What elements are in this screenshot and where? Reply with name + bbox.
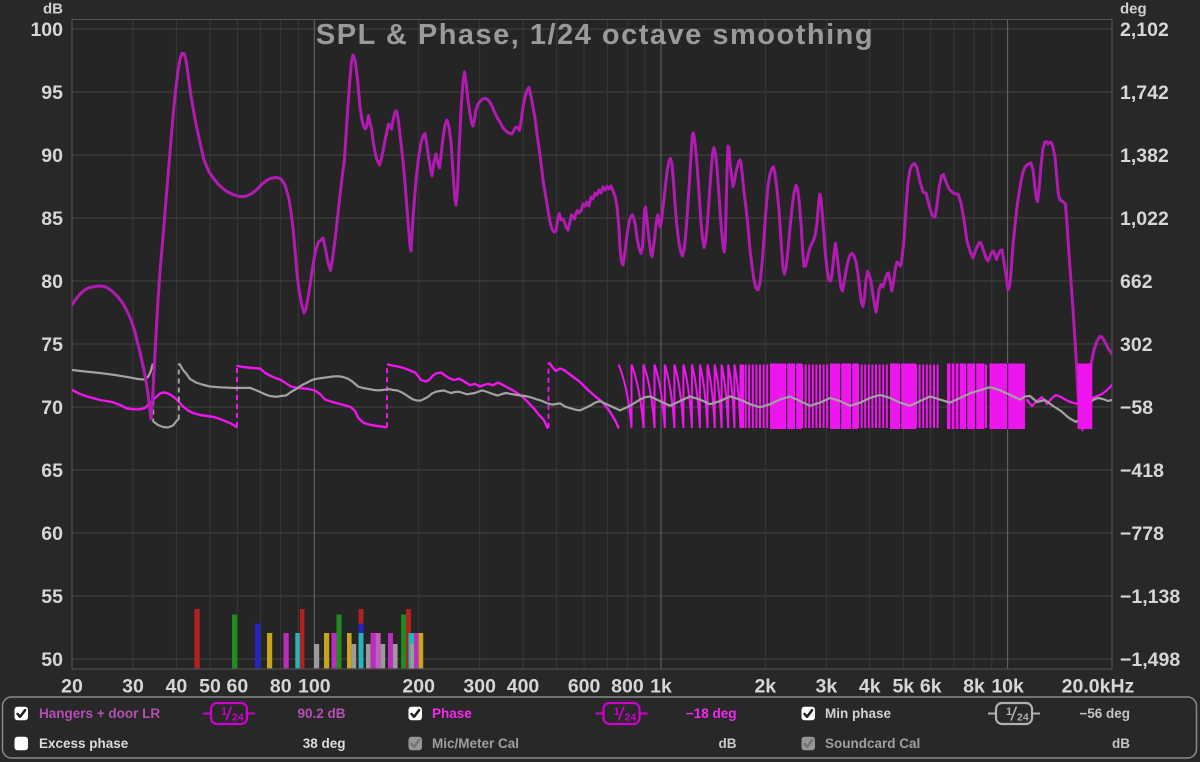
svg-text:302: 302 xyxy=(1120,334,1153,356)
svg-text:10k: 10k xyxy=(991,676,1024,698)
svg-text:Excess phase: Excess phase xyxy=(39,736,129,751)
svg-text:38 deg: 38 deg xyxy=(303,736,346,751)
svg-text:1: 1 xyxy=(1006,706,1012,718)
svg-text:20: 20 xyxy=(61,676,83,698)
svg-text:85: 85 xyxy=(41,208,63,230)
svg-text:200: 200 xyxy=(402,676,435,698)
svg-text:60: 60 xyxy=(227,676,249,698)
svg-text:dB: dB xyxy=(1112,736,1130,751)
svg-text:662: 662 xyxy=(1120,271,1153,293)
svg-text:1,382: 1,382 xyxy=(1120,145,1169,167)
svg-text:1,022: 1,022 xyxy=(1120,208,1169,230)
svg-text:20.0kHz: 20.0kHz xyxy=(1062,676,1135,698)
svg-text:24: 24 xyxy=(1017,712,1029,724)
svg-text:50: 50 xyxy=(41,649,63,671)
svg-text:−58: −58 xyxy=(1120,397,1153,419)
svg-text:95: 95 xyxy=(41,82,63,104)
svg-text:4k: 4k xyxy=(859,676,881,698)
svg-text:65: 65 xyxy=(41,460,63,482)
svg-text:400: 400 xyxy=(507,676,540,698)
svg-text:Soundcard Cal: Soundcard Cal xyxy=(825,736,920,751)
svg-text:2k: 2k xyxy=(754,676,776,698)
svg-text:−778: −778 xyxy=(1120,523,1164,545)
svg-text:600: 600 xyxy=(568,676,601,698)
svg-text:−56 deg: −56 deg xyxy=(1079,706,1130,721)
svg-text:55: 55 xyxy=(41,586,63,608)
svg-text:70: 70 xyxy=(41,397,63,419)
svg-text:6k: 6k xyxy=(920,676,942,698)
svg-text:−1,498: −1,498 xyxy=(1120,649,1180,671)
svg-text:60: 60 xyxy=(41,523,63,545)
svg-text:5k: 5k xyxy=(892,676,914,698)
svg-text:dB: dB xyxy=(719,736,737,751)
svg-text:300: 300 xyxy=(463,676,496,698)
svg-text:24: 24 xyxy=(232,712,244,724)
svg-text:40: 40 xyxy=(166,676,188,698)
svg-text:800: 800 xyxy=(611,676,644,698)
svg-text:dB: dB xyxy=(43,1,63,18)
svg-text:3k: 3k xyxy=(816,676,838,698)
svg-text:1k: 1k xyxy=(650,676,672,698)
svg-text:2,102: 2,102 xyxy=(1120,19,1169,41)
svg-text:50: 50 xyxy=(199,676,221,698)
svg-text:SPL & Phase, 1/24 octave smoot: SPL & Phase, 1/24 octave smoothing xyxy=(316,19,874,51)
svg-text:100: 100 xyxy=(298,676,331,698)
svg-text:100: 100 xyxy=(30,19,63,41)
svg-text:90: 90 xyxy=(41,145,63,167)
svg-text:−1,138: −1,138 xyxy=(1120,586,1180,608)
svg-text:30: 30 xyxy=(122,676,144,698)
svg-text:−418: −418 xyxy=(1120,460,1164,482)
svg-text:Hangers + door LR: Hangers + door LR xyxy=(39,706,160,721)
svg-text:deg: deg xyxy=(1120,1,1147,18)
svg-text:Min phase: Min phase xyxy=(825,706,892,721)
svg-text:Mic/Meter Cal: Mic/Meter Cal xyxy=(432,736,519,751)
svg-text:24: 24 xyxy=(625,712,637,724)
svg-text:1: 1 xyxy=(221,706,227,718)
svg-text:−18 deg: −18 deg xyxy=(686,706,737,721)
svg-text:90.2 dB: 90.2 dB xyxy=(297,706,345,721)
svg-text:80: 80 xyxy=(41,271,63,293)
svg-text:80: 80 xyxy=(270,676,292,698)
svg-text:8k: 8k xyxy=(963,676,985,698)
svg-text:Phase: Phase xyxy=(432,706,472,721)
svg-text:1,742: 1,742 xyxy=(1120,82,1169,104)
svg-text:1: 1 xyxy=(614,706,620,718)
svg-text:75: 75 xyxy=(41,334,63,356)
